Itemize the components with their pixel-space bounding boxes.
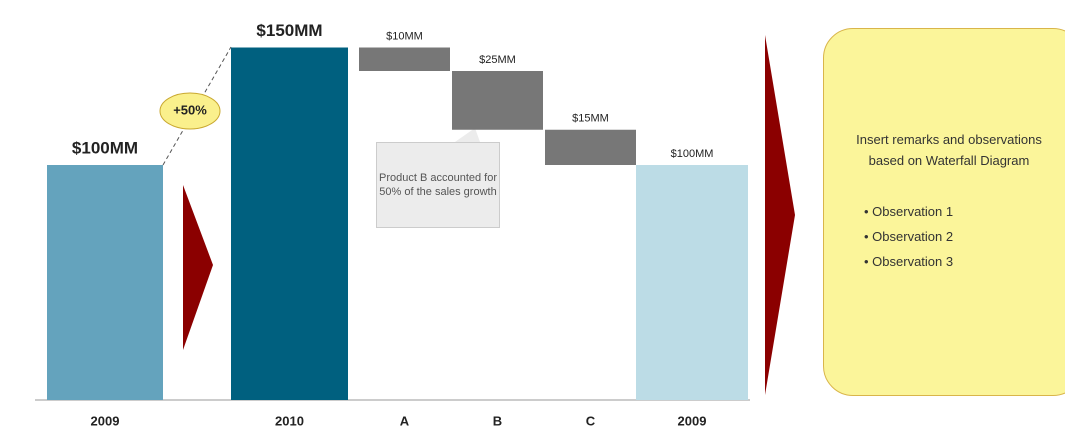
value-label: $25MM: [479, 54, 516, 66]
x-tick-label: 2009: [91, 413, 120, 428]
x-tick-label: 2010: [275, 413, 304, 428]
arrow: [183, 185, 213, 350]
growth-label: +50%: [173, 102, 207, 117]
value-label: $15MM: [572, 113, 609, 125]
bar: [545, 129, 636, 165]
bar: [636, 165, 748, 400]
connector: [162, 46, 232, 166]
observation: Observation 1: [864, 199, 1062, 224]
value-label: $100MM: [72, 138, 138, 157]
x-tick-label: 2009: [678, 413, 707, 428]
callout: Product B accounted for 50% of the sales…: [376, 142, 500, 228]
bar: [231, 47, 348, 400]
x-tick-label: A: [400, 413, 410, 428]
x-tick-label: C: [586, 413, 596, 428]
value-label: $100MM: [671, 148, 714, 160]
callout-pointer: [455, 128, 480, 142]
observation: Observation 2: [864, 224, 1062, 249]
remarks-box: Insert remarks and observations based on…: [823, 28, 1065, 396]
value-label: $10MM: [386, 30, 423, 42]
observation: Observation 3: [864, 249, 1062, 274]
bar: [47, 165, 163, 400]
bar: [359, 47, 450, 71]
x-tick-label: B: [493, 413, 502, 428]
remarks-text: Insert remarks and observations based on…: [856, 132, 1042, 168]
arrow: [765, 35, 795, 395]
value-label: $150MM: [256, 21, 322, 40]
observations: Observation 1 Observation 2 Observation …: [844, 199, 1062, 274]
callout-text: Product B accounted for 50% of the sales…: [378, 172, 497, 198]
growth-badge: [159, 92, 221, 130]
bar: [452, 71, 543, 130]
